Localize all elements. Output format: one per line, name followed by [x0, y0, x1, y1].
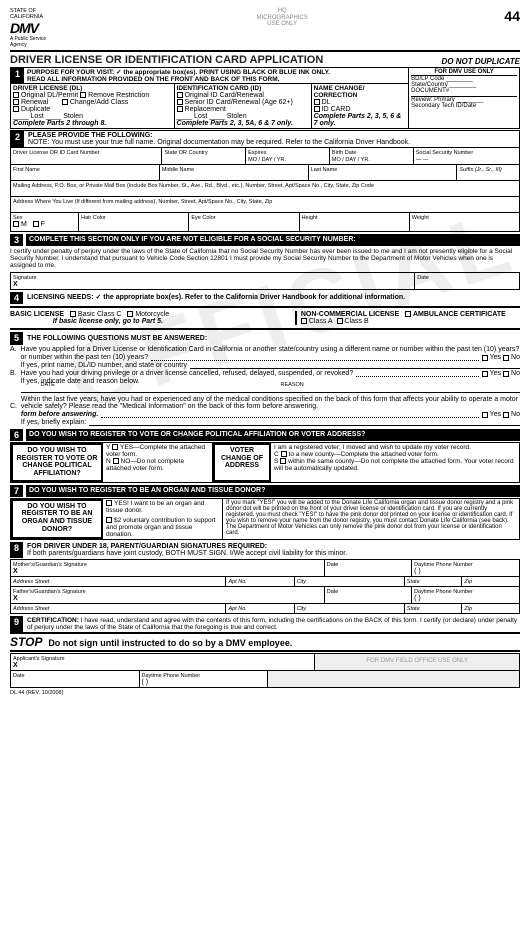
micrographics-mark: HQMICROGRAPHICSUSE ONLY: [60, 8, 504, 28]
chk-5a-no[interactable]: [503, 355, 509, 361]
chk-nc-dl[interactable]: [314, 99, 320, 105]
chk-senior-id[interactable]: [177, 99, 183, 105]
chk-change-class[interactable]: [62, 99, 68, 105]
dmv-field-office: FOR DMV FIELD OFFICE USE ONLY: [315, 654, 519, 670]
chk-voter-s[interactable]: [280, 458, 286, 464]
dmv-logo: DMV: [10, 20, 60, 36]
chk-class-a[interactable]: [301, 318, 307, 324]
voter-change-box: VOTER CHANGE OF ADDRESS: [213, 443, 271, 482]
chk-ambulance[interactable]: [405, 311, 411, 317]
chk-sex-m[interactable]: [13, 221, 19, 227]
chk-voter-no[interactable]: [113, 458, 119, 464]
chk-orig-dl[interactable]: [13, 92, 19, 98]
chk-class-b[interactable]: [337, 318, 343, 324]
chk-5b-no[interactable]: [503, 371, 509, 377]
chk-5c-yes[interactable]: [482, 412, 488, 418]
chk-5c-no[interactable]: [503, 412, 509, 418]
voter-reg-box: DO YOU WISH TO REGISTER TO VOTE OR CHANG…: [11, 443, 103, 482]
chk-voter-c[interactable]: [281, 451, 287, 457]
chk-voter-yes[interactable]: [112, 444, 118, 450]
chk-renewal[interactable]: [13, 99, 19, 105]
chk-basic-c[interactable]: [70, 311, 76, 317]
state-label: STATE OF CALIFORNIA: [10, 8, 60, 20]
section-2: 2 PLEASE PROVIDE THE FOLLOWING: NOTE: Yo…: [10, 130, 520, 232]
chk-5a-yes[interactable]: [482, 355, 488, 361]
id-header: IDENTIFICATION CARD (ID): [177, 85, 309, 92]
chk-organ-donate[interactable]: [106, 517, 112, 523]
chk-orig-id[interactable]: [177, 92, 183, 98]
form-number: 44: [504, 8, 520, 24]
header: STATE OF CALIFORNIA DMV A Public Service…: [10, 8, 520, 52]
form-title: DRIVER LICENSE OR IDENTIFICATION CARD AP…: [10, 54, 323, 66]
stop-label: STOP: [10, 635, 42, 649]
organ-donor-box: DO YOU WISH TO REGISTER TO BE AN ORGAN A…: [11, 499, 103, 539]
chk-replacement[interactable]: [177, 106, 183, 112]
chk-organ-yes[interactable]: [106, 500, 112, 506]
dmv-use-only: FOR DMV USE ONLY: [411, 69, 517, 76]
section-1: 1 PURPOSE FOR YOUR VISIT: ✓ the appropri…: [10, 67, 520, 129]
chk-5b-yes[interactable]: [482, 371, 488, 377]
chk-nc-id[interactable]: [314, 106, 320, 112]
chk-duplicate[interactable]: [13, 106, 19, 112]
chk-remove-restr[interactable]: [80, 92, 86, 98]
dl-header: DRIVER LICENSE (DL): [13, 85, 172, 92]
do-not-duplicate: DO NOT DUPLICATE: [441, 57, 520, 66]
chk-sex-f[interactable]: [33, 221, 39, 227]
nc-header: NAME CHANGE/ CORRECTION: [314, 85, 406, 99]
section-3-body: I certify under penalty of perjury under…: [10, 246, 520, 271]
section-1-num: 1: [11, 68, 24, 83]
form-footer: DL 44 (REV. 10/2008): [10, 690, 520, 696]
section-3-header: COMPLETE THIS SECTION ONLY IF YOU ARE NO…: [26, 234, 520, 246]
chk-motorcycle[interactable]: [127, 311, 133, 317]
agency-label: A Public Service Agency: [10, 36, 60, 48]
